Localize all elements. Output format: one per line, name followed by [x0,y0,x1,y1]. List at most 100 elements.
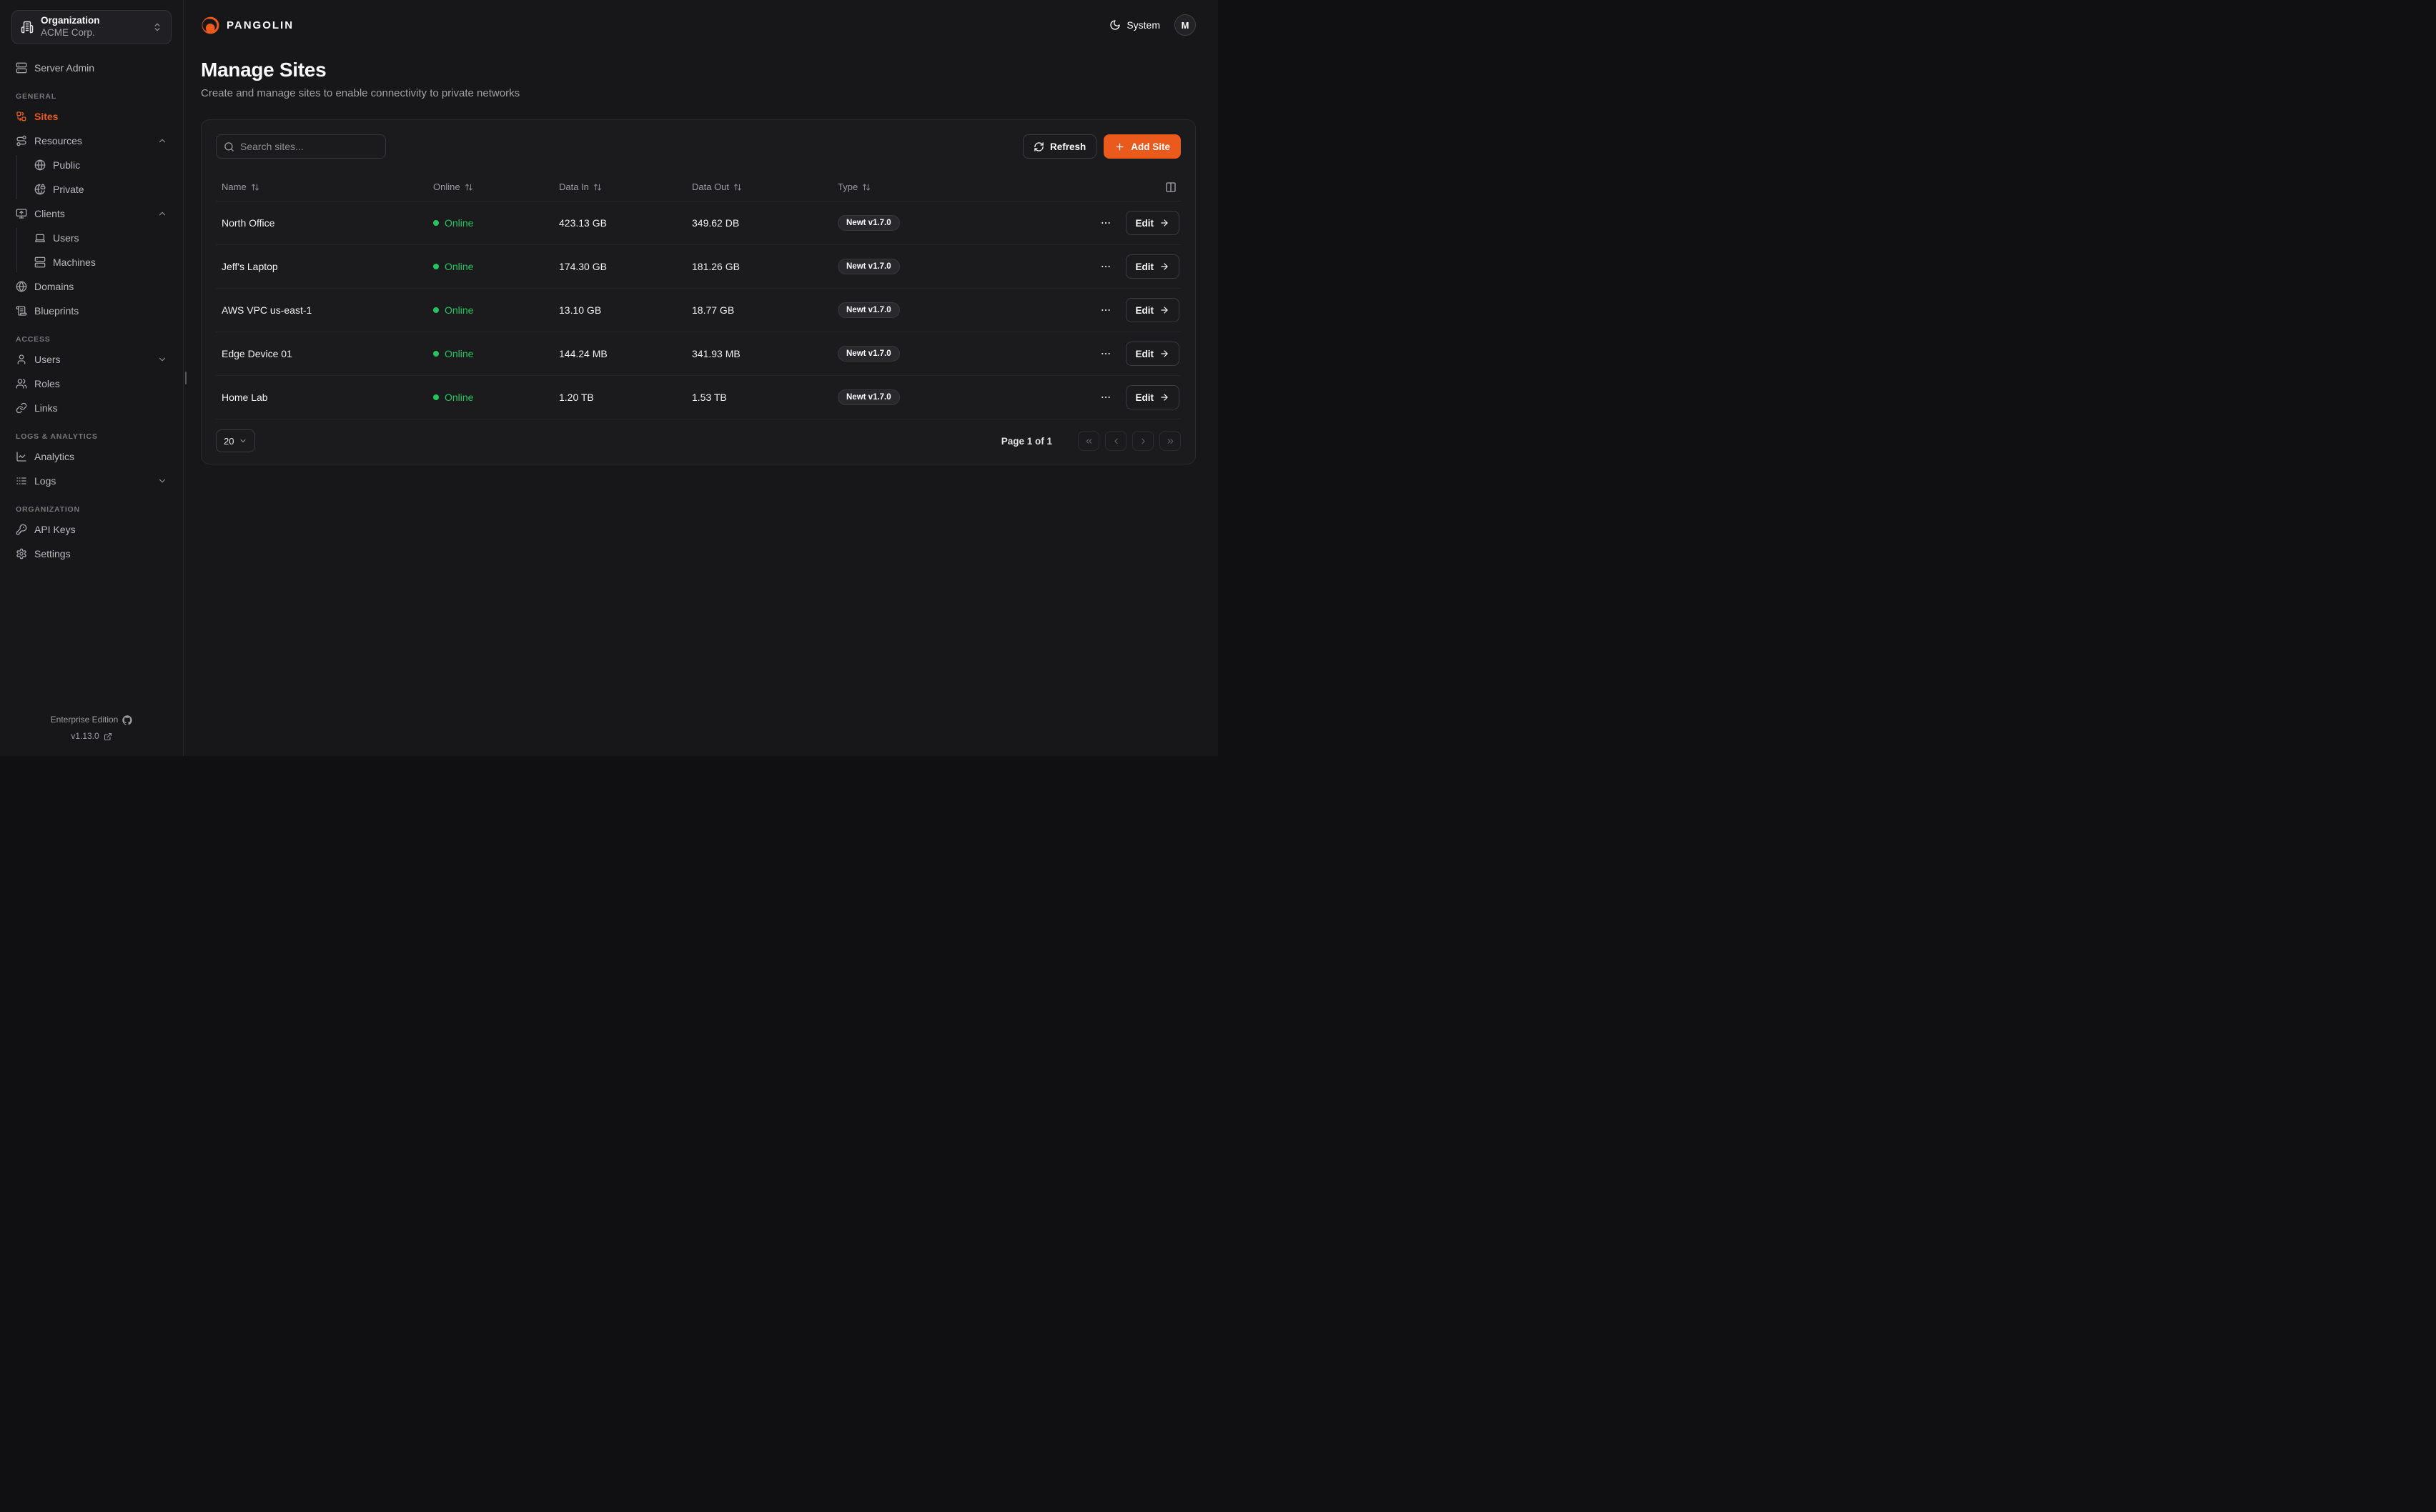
sidebar-item-private[interactable]: Private [30,177,172,202]
avatar[interactable]: M [1174,14,1196,36]
sort-icon[interactable] [862,183,871,192]
refresh-button[interactable]: Refresh [1022,134,1097,159]
theme-toggle[interactable]: System [1109,19,1160,31]
sort-icon[interactable] [465,183,473,192]
row-menu-button[interactable] [1097,302,1114,319]
row-menu-button[interactable] [1097,258,1114,275]
sidebar-item-logs[interactable]: Logs [11,469,172,493]
arrow-right-icon [1159,218,1169,228]
add-site-label: Add Site [1131,141,1170,152]
sidebar-item-users[interactable]: Users [11,347,172,372]
section-label-logs-analytics: LOGS & ANALYTICS [16,432,98,441]
type-badge: Newt v1.7.0 [838,259,900,274]
edit-label: Edit [1135,348,1154,359]
sidebar-item-domains[interactable]: Domains [11,274,172,299]
table-header: Name Online Data In Data Out Type [216,173,1181,202]
sidebar-footer: Enterprise Edition v1.13.0 [0,702,183,756]
section-label-organization: ORGANIZATION [16,505,80,514]
external-link-icon[interactable] [104,732,112,741]
type-badge: Newt v1.7.0 [838,389,900,405]
data-out-value: 18.77 GB [692,304,735,316]
columns-icon [1165,181,1177,193]
building-icon [21,21,34,34]
sidebar-item-clients[interactable]: Clients [11,202,172,226]
sidebar-item-links[interactable]: Links [11,396,172,420]
type-badge: Newt v1.7.0 [838,302,900,318]
avatar-initial: M [1181,19,1189,31]
type-badge: Newt v1.7.0 [838,346,900,362]
column-header-type: Type [838,181,858,192]
chevron-down-icon [239,437,247,445]
edition-label: Enterprise Edition [50,715,119,725]
user-icon [16,354,27,365]
sidebar-item-label: Blueprints [34,305,79,317]
arrow-right-icon [1159,392,1169,402]
data-in-value: 174.30 GB [559,261,607,272]
plus-icon [1114,141,1125,152]
pangolin-logo [201,16,220,35]
online-status: Online [445,304,474,316]
sidebar-item-settings[interactable]: Settings [11,542,172,566]
add-site-button[interactable]: Add Site [1104,134,1181,159]
sidebar-item-machines[interactable]: Machines [30,250,172,274]
data-in-value: 144.24 MB [559,348,608,359]
row-menu-button[interactable] [1097,214,1114,232]
chevron-left-icon [1111,437,1121,446]
brand: PANGOLIN [201,16,294,35]
edit-button[interactable]: Edit [1125,342,1179,366]
edit-button[interactable]: Edit [1125,385,1179,409]
sidebar-item-client-users[interactable]: Users [30,226,172,250]
sidebar-item-roles[interactable]: Roles [11,372,172,396]
sidebar-item-label: Users [34,354,61,365]
sidebar-item-analytics[interactable]: Analytics [11,444,172,469]
sidebar-item-api-keys[interactable]: API Keys [11,517,172,542]
section-label-access: ACCESS [16,335,51,344]
row-menu-button[interactable] [1097,389,1114,406]
online-status: Online [445,348,474,359]
online-status-dot [433,351,439,357]
online-status-dot [433,264,439,269]
section-label-general: GENERAL [16,92,56,101]
org-switcher[interactable]: Organization ACME Corp. [11,10,172,44]
sort-icon[interactable] [733,183,742,192]
sidebar-item-blueprints[interactable]: Blueprints [11,299,172,323]
sidebar-item-label: Resources [34,135,82,146]
sidebar-item-resources[interactable]: Resources [11,129,172,153]
sort-icon[interactable] [251,183,259,192]
sidebar-item-sites[interactable]: Sites [11,104,172,129]
last-page-button[interactable] [1159,431,1181,451]
sidebar-item-label: Public [53,159,81,171]
data-out-value: 1.53 TB [692,392,727,403]
prev-page-button[interactable] [1105,431,1127,451]
card-toolbar: Refresh Add Site [216,134,1181,159]
search-box [216,134,386,159]
edit-button[interactable]: Edit [1125,211,1179,235]
next-page-button[interactable] [1132,431,1154,451]
columns-button[interactable] [1165,181,1177,193]
search-input[interactable] [240,141,378,152]
edit-button[interactable]: Edit [1125,298,1179,322]
sidebar-item-public[interactable]: Public [30,153,172,177]
data-out-value: 341.93 MB [692,348,741,359]
edit-button[interactable]: Edit [1125,254,1179,279]
page-size-value: 20 [224,435,234,447]
site-name: North Office [222,217,275,229]
arrow-right-icon [1159,262,1169,272]
online-status: Online [445,392,474,403]
site-name: Edge Device 01 [222,348,292,359]
page-size-select[interactable]: 20 [216,429,256,452]
version-label[interactable]: v1.13.0 [71,731,99,742]
main-content: PANGOLIN System M Manage Sites Create an… [184,0,1218,756]
sidebar-item-label: Users [53,232,79,244]
row-menu-button[interactable] [1097,345,1114,362]
users-icon [16,378,27,389]
data-out-value: 349.62 DB [692,217,740,229]
sidebar-item-server-admin[interactable]: Server Admin [11,56,172,80]
first-page-button[interactable] [1078,431,1099,451]
chevrons-up-down-icon [152,22,162,32]
github-icon[interactable] [122,715,132,725]
sidebar-scrollbar-thumb[interactable] [185,372,187,384]
key-icon [16,524,27,535]
sort-icon[interactable] [593,183,602,192]
sidebar-item-label: Server Admin [34,62,95,74]
